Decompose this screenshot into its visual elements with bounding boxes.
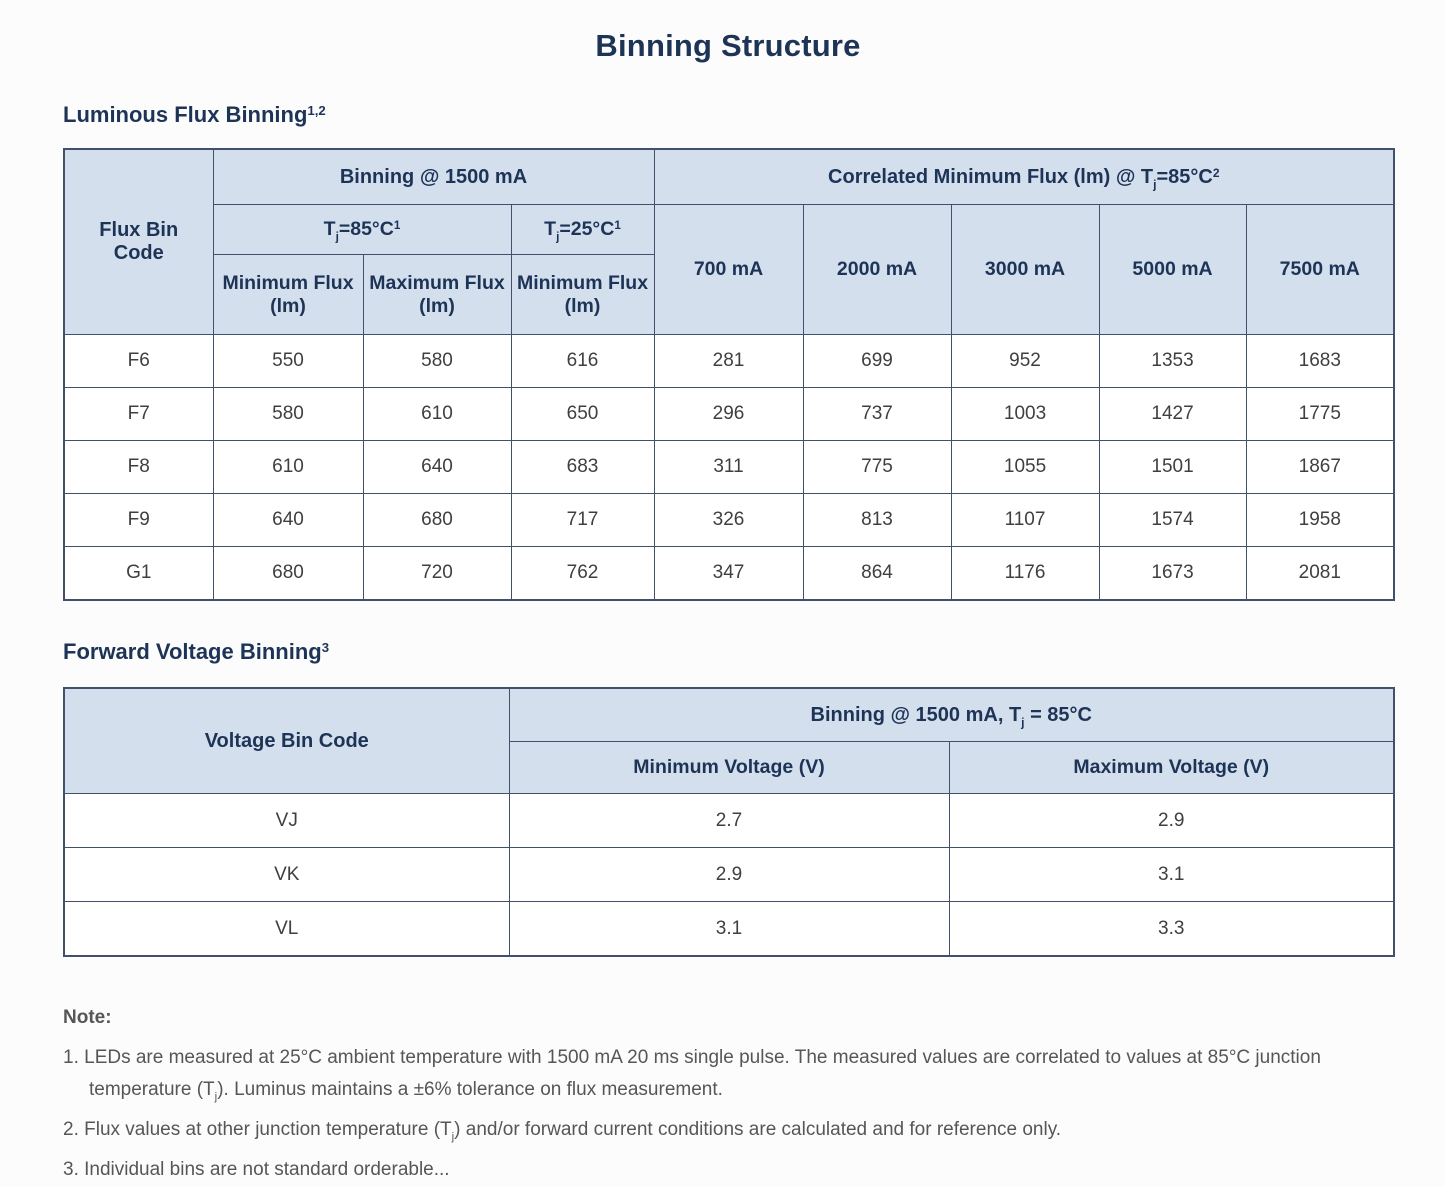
min-voltage-header: Minimum Voltage (V) bbox=[508, 741, 950, 794]
row-header-cell: VL bbox=[63, 901, 510, 957]
table-cell: 580 bbox=[212, 387, 364, 441]
table-cell: 640 bbox=[362, 440, 512, 494]
table-cell: 1003 bbox=[950, 387, 1100, 441]
table-cell: 296 bbox=[653, 387, 804, 441]
table-row: G1 680 720 762 347 864 1176 1673 2081 bbox=[63, 546, 1395, 601]
max-voltage-header: Maximum Voltage (V) bbox=[948, 741, 1395, 794]
table-row: F8 610 640 683 311 775 1055 1501 1867 bbox=[63, 440, 1395, 494]
table-cell: 326 bbox=[653, 493, 804, 547]
table-cell: 762 bbox=[510, 546, 655, 601]
table-cell: 680 bbox=[212, 546, 364, 601]
table-cell: 1867 bbox=[1245, 440, 1395, 494]
note-item-2: 2. Flux values at other junction tempera… bbox=[63, 1119, 1062, 1144]
correlated-flux-group-header: Correlated Minimum Flux (lm) @ Tj=85°C2 bbox=[653, 148, 1395, 205]
datasheet-page: Binning Structure Luminous Flux Binning1… bbox=[0, 28, 1445, 1186]
flux-table-body: F6 550 580 616 281 699 952 1353 1683 F7 580 610 650 2… bbox=[63, 334, 1395, 601]
table-row: VK 2.9 3.1 bbox=[63, 847, 1395, 902]
table-cell: 775 bbox=[802, 440, 952, 494]
min-flux-25-header: Minimum Flux (lm) bbox=[510, 254, 655, 335]
current-5000ma-header: 5000 mA bbox=[1098, 204, 1247, 335]
table-cell: 610 bbox=[212, 440, 364, 494]
table-cell: 2081 bbox=[1245, 546, 1395, 601]
table-row: F6 550 580 616 281 699 952 1353 1683 bbox=[63, 334, 1395, 388]
table-row: F9 640 680 717 326 813 1107 1574 1958 bbox=[63, 493, 1395, 547]
table-cell: 1673 bbox=[1098, 546, 1247, 601]
current-2000ma-header: 2000 mA bbox=[802, 204, 952, 335]
voltage-section-heading: Forward Voltage Binning3 bbox=[63, 639, 330, 664]
page-title: Binning Structure bbox=[595, 28, 861, 63]
table-cell: 650 bbox=[510, 387, 655, 441]
table-cell: 616 bbox=[510, 334, 655, 388]
max-flux-85-header: Maximum Flux (lm) bbox=[362, 254, 512, 335]
table-cell: 1176 bbox=[950, 546, 1100, 601]
voltage-bin-code-header: Voltage Bin Code bbox=[63, 687, 510, 794]
table-cell: 580 bbox=[362, 334, 512, 388]
table-cell: 640 bbox=[212, 493, 364, 547]
row-header-cell: VK bbox=[63, 847, 510, 902]
table-cell: 737 bbox=[802, 387, 952, 441]
note-item-3: 3. Individual bins are not standard orde… bbox=[63, 1159, 450, 1180]
voltage-table-body: VJ 2.7 2.9 VK 2.9 3.1 VL 3.1 3.3 bbox=[63, 793, 1395, 957]
table-row: VJ 2.7 2.9 bbox=[63, 793, 1395, 848]
tj-85-header: Tj=85°C1 bbox=[212, 204, 512, 255]
table-cell: 720 bbox=[362, 546, 512, 601]
table-row: VL 3.1 3.3 bbox=[63, 901, 1395, 957]
note-item-1: 1. LEDs are measured at 25°C ambient tem… bbox=[63, 1047, 1321, 1104]
table-cell: 952 bbox=[950, 334, 1100, 388]
table-cell: 864 bbox=[802, 546, 952, 601]
binning-group-header: Binning @ 1500 mA bbox=[212, 148, 655, 205]
table-cell: 347 bbox=[653, 546, 804, 601]
table-cell: 1055 bbox=[950, 440, 1100, 494]
voltage-binning-group-header: Binning @ 1500 mA, Tj = 85°C bbox=[508, 687, 1395, 742]
current-7500ma-header: 7500 mA bbox=[1245, 204, 1395, 335]
tj-25-header: Tj=25°C1 bbox=[510, 204, 655, 255]
table-cell: 680 bbox=[362, 493, 512, 547]
table-cell: 1775 bbox=[1245, 387, 1395, 441]
table-header-row: Tj=85°C1 Tj=25°C1 700 mA 2000 mA 3000 mA… bbox=[64, 204, 1395, 335]
min-flux-85-header: Minimum Flux (lm) bbox=[212, 254, 364, 335]
table-cell: 683 bbox=[510, 440, 655, 494]
notes-section: Note: 1. LEDs are measured at 25°C ambie… bbox=[63, 1002, 1393, 1186]
table-cell: 281 bbox=[653, 334, 804, 388]
table-cell: 1427 bbox=[1098, 387, 1247, 441]
table-row: F7 580 610 650 296 737 1003 1427 1775 bbox=[63, 387, 1395, 441]
table-cell: 1107 bbox=[950, 493, 1100, 547]
table-header-row: Minimum Voltage (V) Maximum Voltage (V) bbox=[64, 741, 1395, 794]
table-header-row: Flux Bin Code Binning @ 1500 mA Correlat… bbox=[63, 148, 1395, 335]
table-cell: 1353 bbox=[1098, 334, 1247, 388]
table-cell: 717 bbox=[510, 493, 655, 547]
table-cell: 2.9 bbox=[508, 847, 950, 902]
notes-label: Note: bbox=[63, 1007, 112, 1028]
table-cell: 3.1 bbox=[508, 901, 950, 957]
table-cell: 699 bbox=[802, 334, 952, 388]
table-cell: 2.7 bbox=[508, 793, 950, 848]
forward-voltage-binning-table: Voltage Bin Code Binning @ 1500 mA, Tj =… bbox=[63, 687, 1396, 957]
table-cell: 550 bbox=[212, 334, 364, 388]
table-cell: 311 bbox=[653, 440, 804, 494]
table-header-row: Voltage Bin Code Binning @ 1500 mA, Tj =… bbox=[63, 687, 1395, 794]
row-header-cell: F9 bbox=[63, 493, 214, 547]
luminous-flux-binning-table: Flux Bin Code Binning @ 1500 mA Correlat… bbox=[63, 148, 1396, 601]
table-cell: 3.1 bbox=[948, 847, 1395, 902]
row-header-cell: VJ bbox=[63, 793, 510, 848]
current-3000ma-header: 3000 mA bbox=[950, 204, 1100, 335]
table-cell: 3.3 bbox=[948, 901, 1395, 957]
table-cell: 1501 bbox=[1098, 440, 1247, 494]
table-header-row: Minimum Flux (lm) Maximum Flux (lm) Mini… bbox=[64, 254, 1394, 335]
table-cell: 2.9 bbox=[948, 793, 1395, 848]
table-cell: 813 bbox=[802, 493, 952, 547]
flux-bin-code-header: Flux Bin Code bbox=[63, 148, 214, 335]
table-cell: 1683 bbox=[1245, 334, 1395, 388]
table-cell: 1958 bbox=[1245, 493, 1395, 547]
table-cell: 1574 bbox=[1098, 493, 1247, 547]
row-header-cell: G1 bbox=[63, 546, 214, 601]
table-cell: 610 bbox=[362, 387, 512, 441]
row-header-cell: F6 bbox=[63, 334, 214, 388]
current-700ma-header: 700 mA bbox=[653, 204, 804, 335]
flux-section-heading: Luminous Flux Binning1,2 bbox=[63, 102, 326, 127]
row-header-cell: F8 bbox=[63, 440, 214, 494]
row-header-cell: F7 bbox=[63, 387, 214, 441]
